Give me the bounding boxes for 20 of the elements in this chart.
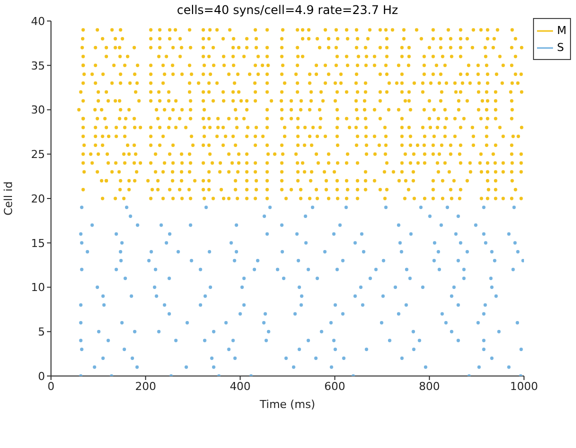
y-tick-label: 0 — [38, 370, 45, 383]
x-tick-label: 0 — [48, 380, 54, 393]
legend-label: M — [557, 24, 566, 37]
y-tick-label: 10 — [31, 281, 45, 294]
y-tick-label: 30 — [31, 104, 45, 117]
y-tick-label: 5 — [38, 326, 45, 339]
y-tick-label: 20 — [31, 192, 45, 206]
y-axis-title: Cell id — [2, 181, 15, 216]
x-tick-label: 1000 — [510, 380, 538, 393]
x-tick-label: 600 — [324, 380, 346, 393]
y-tick-label: 15 — [31, 236, 45, 250]
x-tick-label: 800 — [418, 380, 440, 393]
x-axis-title: Time (ms) — [258, 398, 316, 411]
x-tick-label: 400 — [230, 380, 251, 393]
chart-title: cells=40 syns/cell=4.9 rate=23.7 Hz — [176, 3, 400, 17]
y-tick-label: 35 — [31, 59, 45, 72]
y-tick-label: 40 — [31, 14, 45, 28]
y-tick-label: 25 — [31, 148, 45, 162]
x-tick-label: 200 — [135, 380, 156, 393]
legend-label: S — [557, 41, 564, 54]
